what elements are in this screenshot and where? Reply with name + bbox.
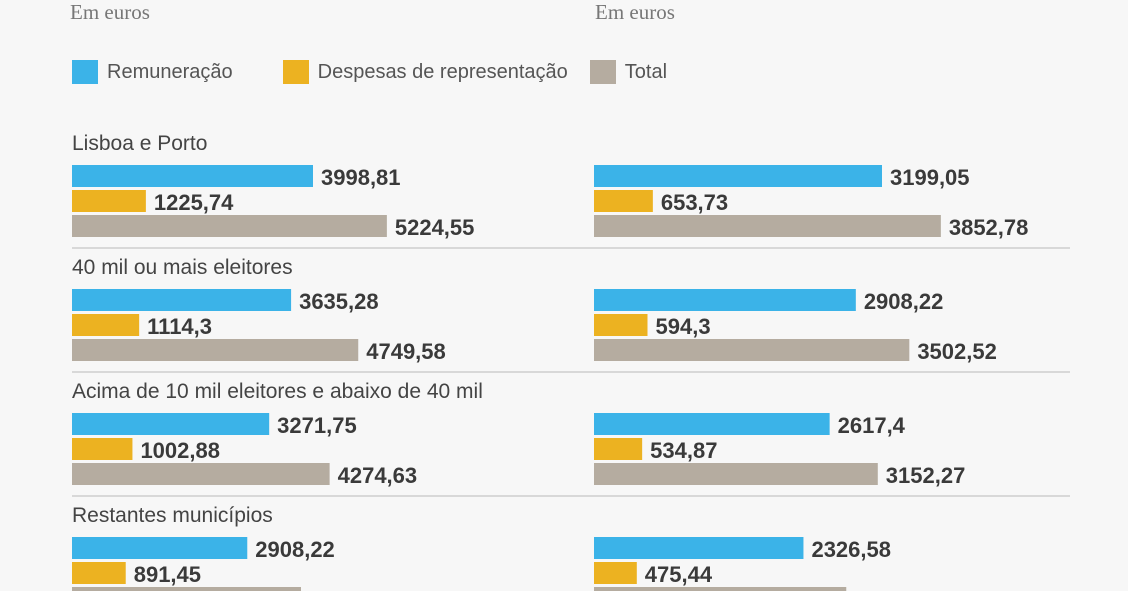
left-chart-unit: Em euros [70, 0, 150, 24]
category-label: 40 mil ou mais eleitores [72, 256, 293, 279]
right-chart-unit: Em euros [595, 0, 675, 24]
value-label: 4274,63 [338, 463, 418, 488]
value-label: 2908,22 [255, 537, 335, 562]
bar [72, 190, 146, 212]
bar [594, 562, 637, 584]
value-label: 5224,55 [395, 215, 475, 240]
category-label: Lisboa e Porto [72, 132, 207, 155]
legend-item-despesas: Despesas de representação [282, 60, 568, 84]
legend-label: Despesas de representação [317, 60, 568, 83]
value-label: 3152,27 [886, 463, 966, 488]
value-label: 1114,3 [147, 314, 212, 339]
value-label: 2617,4 [838, 413, 906, 438]
value-label: 3635,28 [299, 289, 379, 314]
legend: Remuneração Despesas de representação To… [72, 60, 689, 84]
legend-swatch [72, 60, 98, 84]
bar [72, 537, 248, 559]
value-label: 653,73 [661, 190, 728, 215]
value-label: 3199,05 [890, 165, 970, 190]
bar [72, 215, 387, 237]
bar [594, 413, 830, 435]
bar [594, 438, 643, 460]
value-label: 534,87 [650, 438, 717, 463]
bar [72, 463, 330, 485]
bar [594, 165, 882, 187]
bar [72, 339, 359, 361]
value-label: 1002,88 [140, 438, 220, 463]
legend-item-remuneracao: Remuneração [72, 60, 233, 84]
value-label: 891,45 [134, 562, 201, 587]
legend-label: Remuneração [107, 60, 233, 83]
bar [594, 339, 910, 361]
value-label: 1225,74 [154, 190, 234, 215]
bar [594, 463, 878, 485]
bar [594, 289, 856, 311]
bar [594, 587, 847, 591]
legend-swatch [282, 60, 309, 84]
legend-label: Total [624, 60, 668, 83]
bar [72, 289, 292, 311]
value-label: 594,3 [656, 314, 711, 339]
value-label: 3852,78 [949, 215, 1029, 240]
value-label: 475,44 [645, 562, 713, 587]
value-label: 3271,75 [277, 413, 357, 438]
legend-swatch [589, 60, 616, 84]
bar [594, 190, 653, 212]
value-label: 3502,52 [917, 339, 997, 364]
bar [72, 562, 126, 584]
value-label: 4749,58 [366, 339, 446, 364]
bar [72, 413, 270, 435]
bar [72, 438, 133, 460]
category-label: Acima de 10 mil eleitores e abaixo de 40… [72, 380, 483, 403]
value-label: 3799,67 [309, 587, 389, 591]
bar [594, 314, 648, 336]
value-label: 2326,58 [811, 537, 891, 562]
bar [72, 587, 301, 591]
value-label: 2908,22 [864, 289, 944, 314]
value-label: 2802,02 [854, 587, 934, 591]
legend-item-total: Total [589, 60, 668, 84]
value-label: 3998,81 [321, 165, 401, 190]
category-label: Restantes municípios [72, 504, 273, 527]
bar [72, 314, 140, 336]
bar [594, 215, 941, 237]
bar [72, 165, 313, 187]
bar [594, 537, 804, 559]
